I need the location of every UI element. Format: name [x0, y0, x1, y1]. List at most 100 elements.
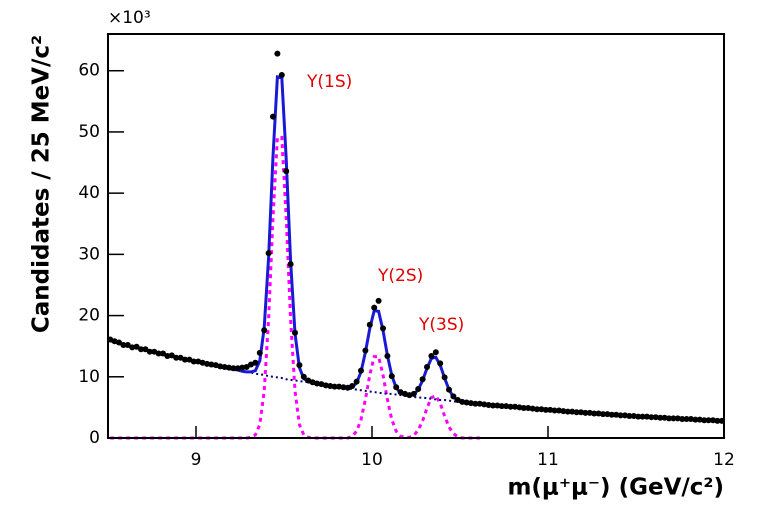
data-point [424, 363, 430, 370]
data-point [525, 405, 532, 412]
data-point [705, 417, 712, 424]
data-point [542, 406, 549, 413]
data-point [292, 329, 298, 336]
data-point [534, 406, 540, 413]
data-point [547, 406, 554, 413]
data-point [617, 412, 624, 419]
data-point [507, 403, 514, 410]
data-point [710, 417, 716, 424]
data-point [190, 358, 197, 365]
data-point [564, 408, 571, 415]
data-point [494, 402, 501, 409]
data-point [683, 416, 690, 423]
data-point [696, 416, 703, 423]
data-point [666, 415, 672, 422]
data-point [582, 409, 589, 416]
data-point [129, 344, 136, 351]
data-point [239, 364, 246, 371]
data-point [336, 383, 342, 390]
data-point [204, 360, 210, 367]
data-point [287, 261, 294, 268]
data-point [362, 347, 369, 354]
data-point [349, 382, 356, 389]
data-point [652, 414, 659, 421]
y-tick-label: 20 [78, 306, 100, 326]
data-point [441, 374, 448, 381]
data-point [512, 403, 518, 410]
data-point [384, 352, 391, 359]
data-point [560, 408, 567, 415]
data-point [243, 363, 250, 370]
data-point [133, 343, 140, 350]
data-point [283, 168, 290, 175]
data-point [322, 382, 329, 389]
data-point [613, 411, 620, 418]
data-point [327, 382, 334, 389]
data-point [630, 412, 637, 419]
data-point [503, 403, 510, 410]
data-point [437, 360, 444, 367]
data-point [485, 401, 492, 408]
fit-curve [109, 339, 722, 422]
data-point [450, 393, 457, 400]
data-point [573, 409, 580, 416]
data-point [314, 380, 320, 387]
data-point [498, 403, 505, 410]
x-tick-label: 10 [361, 450, 383, 470]
data-point [375, 297, 382, 304]
data-point [556, 407, 562, 414]
data-point [516, 404, 523, 411]
peak-label: Υ(3S) [418, 315, 464, 335]
data-point [265, 250, 272, 257]
y-axis-title: Candidates / 25 MeV/c² [29, 35, 55, 333]
data-point [490, 402, 496, 409]
data-point [432, 349, 439, 356]
data-point [578, 409, 584, 416]
data-point [622, 412, 628, 419]
data-point [688, 416, 694, 423]
data-point [674, 415, 681, 422]
data-point [701, 417, 708, 424]
data-point [358, 367, 364, 374]
y-tick-label: 10 [78, 367, 100, 387]
data-point [600, 411, 606, 418]
data-point [340, 384, 347, 391]
data-point [120, 341, 127, 348]
data-point [300, 373, 307, 380]
data-point [661, 414, 668, 421]
data-point [155, 350, 162, 357]
data-point [274, 50, 281, 57]
data-point [679, 416, 686, 423]
data-point [278, 72, 285, 79]
data-point [419, 376, 426, 383]
data-point [182, 356, 188, 363]
data-point [388, 373, 395, 380]
data-point [569, 408, 576, 415]
data-point [639, 413, 646, 420]
data-point [160, 350, 166, 357]
data-point [234, 365, 241, 372]
data-point [428, 352, 435, 359]
data-point [626, 412, 633, 419]
data-point [173, 354, 180, 361]
data-point [670, 415, 677, 422]
peak-label: Υ(2S) [377, 266, 423, 286]
data-point [635, 413, 642, 420]
fit-curve [109, 75, 722, 423]
data-point [538, 406, 545, 413]
data-point [221, 363, 228, 370]
x-tick-label: 11 [537, 450, 559, 470]
data-point [529, 405, 536, 412]
data-point [551, 407, 558, 414]
data-point [138, 346, 144, 353]
x-axis-title: m(μ⁺μ⁻) (GeV/c²) [507, 475, 724, 501]
data-point [415, 386, 422, 393]
data-point [116, 339, 122, 346]
data-point [595, 410, 602, 417]
data-point [520, 405, 527, 412]
data-point [586, 409, 593, 416]
data-point [648, 414, 655, 421]
data-point [472, 400, 479, 407]
data-point [714, 417, 721, 424]
